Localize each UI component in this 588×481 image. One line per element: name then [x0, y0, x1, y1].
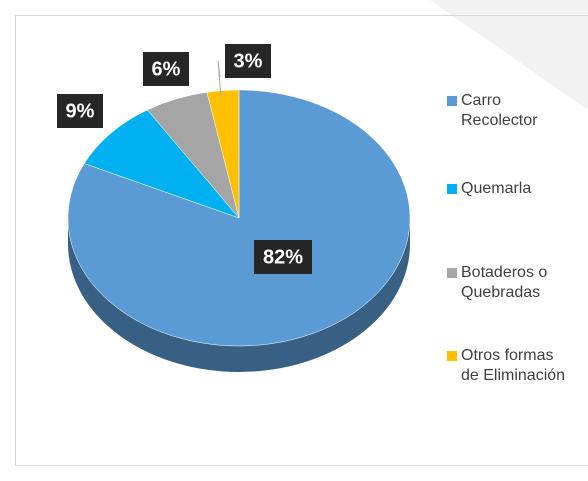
- legend-item: Quemarla: [447, 179, 571, 199]
- chart-border: [15, 15, 588, 466]
- data-label-box: [225, 44, 271, 78]
- data-label-box: [143, 52, 189, 86]
- legend-label: Otros formas de Eliminación: [461, 347, 566, 384]
- legend-label: Botaderos o Quebradas: [461, 264, 548, 301]
- data-label-box: [57, 94, 103, 128]
- legend-item: Otros formas de Eliminación: [447, 346, 571, 386]
- pie-slice: [206, 89, 240, 219]
- legend-label: Quemarla: [461, 180, 532, 197]
- legend-item: Carro Recolector: [447, 91, 571, 131]
- legend-swatch: [447, 184, 457, 194]
- data-label: 3%: [234, 50, 263, 72]
- legend-item: Botaderos o Quebradas: [447, 263, 571, 303]
- legend-swatch: [447, 351, 457, 361]
- legend-swatch: [447, 268, 457, 278]
- leader-line: [217, 60, 222, 97]
- background-shape: [430, 0, 588, 110]
- pie-slice: [83, 109, 240, 219]
- pie-side: [68, 218, 410, 372]
- data-label: 6%: [152, 58, 181, 80]
- data-label-box: [254, 240, 312, 274]
- data-label: 82%: [263, 246, 303, 268]
- data-label: 9%: [66, 100, 95, 122]
- pie-slice: [67, 89, 411, 347]
- legend-label: Carro Recolector: [461, 92, 538, 129]
- legend-swatch: [447, 96, 457, 106]
